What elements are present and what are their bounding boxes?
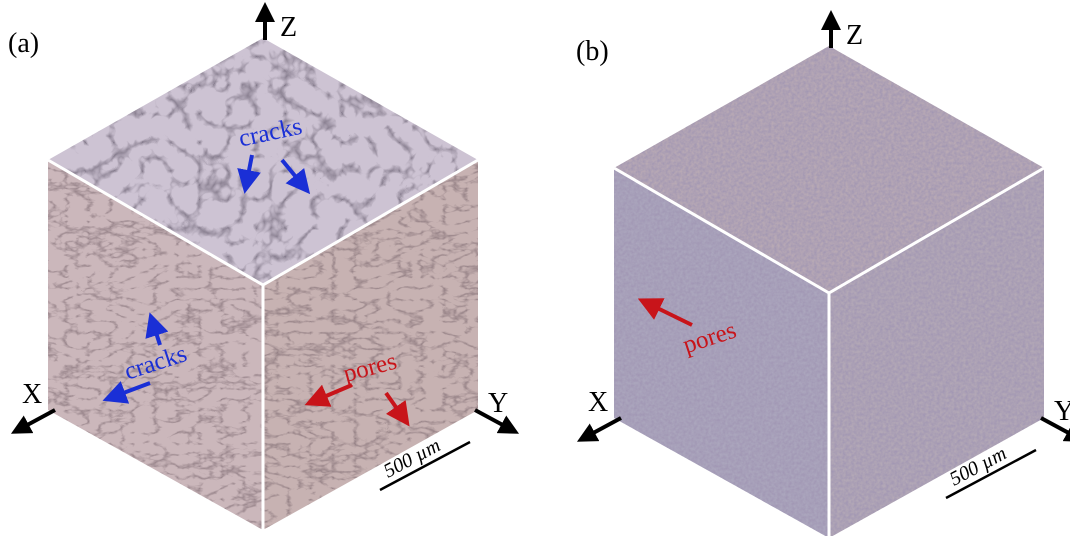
z-axis-label: Z [846,20,863,51]
figure: ZXY(a)500 µmcrackscracksporesZXY(b)500 µ… [0,0,1070,536]
y-axis-label: Y [488,388,508,419]
panel-label: (b) [576,36,609,67]
x-axis-arrow [584,418,621,438]
x-axis-label: X [588,387,608,418]
x-axis-arrow [18,410,55,430]
z-axis-label: Z [280,12,297,43]
y-axis-label: Y [1054,396,1070,427]
panel-label: (a) [8,28,39,59]
x-axis-label: X [22,379,42,410]
